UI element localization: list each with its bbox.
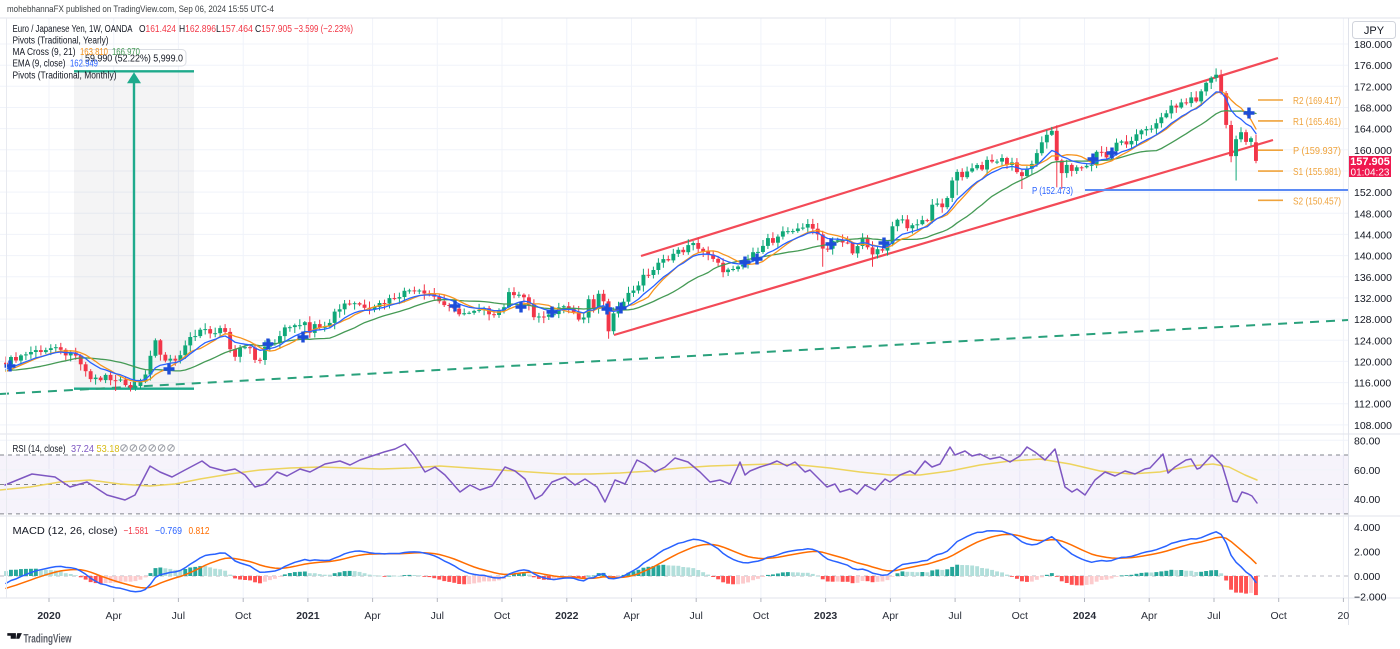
svg-text:EMA (9, close): EMA (9, close): [13, 59, 66, 70]
svg-text:164.000: 164.000: [1354, 124, 1392, 136]
svg-text:Apr: Apr: [364, 610, 381, 622]
svg-text:152.000: 152.000: [1354, 187, 1392, 199]
svg-text:124.000: 124.000: [1354, 335, 1392, 347]
svg-text:163.810: 163.810: [80, 47, 108, 58]
svg-text:160.000: 160.000: [1354, 145, 1392, 157]
svg-text:R2 (169.417): R2 (169.417): [1293, 95, 1341, 107]
svg-text:176.000: 176.000: [1354, 60, 1392, 72]
svg-text:2020: 2020: [37, 610, 61, 622]
svg-text:144.000: 144.000: [1354, 230, 1392, 242]
svg-text:C157.905: C157.905: [255, 24, 292, 35]
svg-text:Jul: Jul: [431, 610, 444, 622]
svg-text:Pivots (Traditional, Monthly): Pivots (Traditional, Monthly): [13, 71, 117, 82]
svg-text:140.000: 140.000: [1354, 251, 1392, 263]
svg-text:Apr: Apr: [882, 610, 899, 622]
svg-text:Apr: Apr: [1141, 610, 1158, 622]
svg-text:168.000: 168.000: [1354, 103, 1392, 115]
svg-text:53.18: 53.18: [97, 444, 120, 455]
svg-text:Jul: Jul: [172, 610, 185, 622]
svg-text:Jul: Jul: [689, 610, 702, 622]
svg-text:P (152.473): P (152.473): [1032, 185, 1073, 197]
svg-text:Jul: Jul: [1207, 610, 1220, 622]
svg-text:−3.599 (−2.23%): −3.599 (−2.23%): [294, 24, 353, 35]
svg-text:RSI (14, close): RSI (14, close): [13, 444, 66, 455]
svg-text:H162.896: H162.896: [179, 24, 216, 35]
svg-text:S1 (155.981): S1 (155.981): [1293, 166, 1341, 178]
svg-text:Apr: Apr: [623, 610, 640, 622]
svg-text:128.000: 128.000: [1354, 314, 1392, 326]
svg-text:80.00: 80.00: [1354, 435, 1380, 447]
svg-text:Pivots (Traditional, Yearly): Pivots (Traditional, Yearly): [13, 36, 109, 47]
svg-text:37.24: 37.24: [71, 444, 94, 455]
svg-text:148.000: 148.000: [1354, 208, 1392, 220]
svg-text:2021: 2021: [296, 610, 320, 622]
svg-text:JPY: JPY: [1364, 25, 1385, 37]
svg-text:60.00: 60.00: [1354, 465, 1380, 477]
svg-text:2022: 2022: [555, 610, 579, 622]
svg-text:L157.464: L157.464: [216, 24, 253, 35]
svg-text:162.949: 162.949: [70, 59, 98, 70]
svg-text:Apr: Apr: [106, 610, 123, 622]
svg-text:Oct: Oct: [1271, 610, 1287, 622]
svg-text:R1 (165.461): R1 (165.461): [1293, 116, 1341, 128]
svg-text:Oct: Oct: [494, 610, 510, 622]
svg-text:2024: 2024: [1073, 610, 1097, 622]
svg-text:180.000: 180.000: [1354, 39, 1392, 51]
svg-text:01:04:23: 01:04:23: [1351, 168, 1390, 179]
svg-text:Euro / Japanese Yen, 1W, OANDA: Euro / Japanese Yen, 1W, OANDA: [13, 24, 133, 35]
svg-text:O161.424: O161.424: [139, 24, 176, 35]
svg-text:59.990 (52.22%) 5,999.0: 59.990 (52.22%) 5,999.0: [85, 54, 183, 65]
svg-text:−2.000: −2.000: [1354, 592, 1387, 604]
svg-text:Oct: Oct: [1012, 610, 1028, 622]
svg-text:108.000: 108.000: [1354, 420, 1392, 432]
svg-text:120.000: 120.000: [1354, 356, 1392, 368]
svg-text:−1.581: −1.581: [124, 526, 149, 537]
svg-text:−0.769: −0.769: [155, 526, 182, 537]
svg-text:157.905: 157.905: [1350, 156, 1390, 168]
svg-text:0.812: 0.812: [189, 526, 210, 537]
svg-text:2.000: 2.000: [1354, 547, 1380, 559]
svg-text:Oct: Oct: [235, 610, 251, 622]
svg-text:116.000: 116.000: [1354, 378, 1391, 390]
svg-text:TradingView: TradingView: [24, 634, 72, 646]
svg-text:0.000: 0.000: [1354, 571, 1380, 583]
svg-text:MACD (12, 26, close): MACD (12, 26, close): [13, 526, 118, 537]
svg-text:S2 (150.457): S2 (150.457): [1293, 195, 1341, 207]
svg-text:172.000: 172.000: [1354, 81, 1392, 93]
svg-text:166.970: 166.970: [112, 47, 140, 58]
svg-text:136.000: 136.000: [1354, 272, 1392, 284]
svg-text:mohebhannaFX published on Trad: mohebhannaFX published on TradingView.co…: [7, 4, 274, 15]
svg-text:2023: 2023: [814, 610, 838, 622]
svg-text:Jul: Jul: [948, 610, 961, 622]
svg-text:4.000: 4.000: [1354, 522, 1380, 534]
svg-text:40.00: 40.00: [1354, 494, 1380, 506]
svg-text:Oct: Oct: [753, 610, 769, 622]
svg-text:P (159.937): P (159.937): [1293, 145, 1341, 157]
svg-text:MA Cross (9, 21): MA Cross (9, 21): [13, 47, 76, 58]
svg-text:112.000: 112.000: [1354, 399, 1391, 411]
svg-text:132.000: 132.000: [1354, 293, 1392, 305]
svg-text:20: 20: [1338, 610, 1350, 622]
